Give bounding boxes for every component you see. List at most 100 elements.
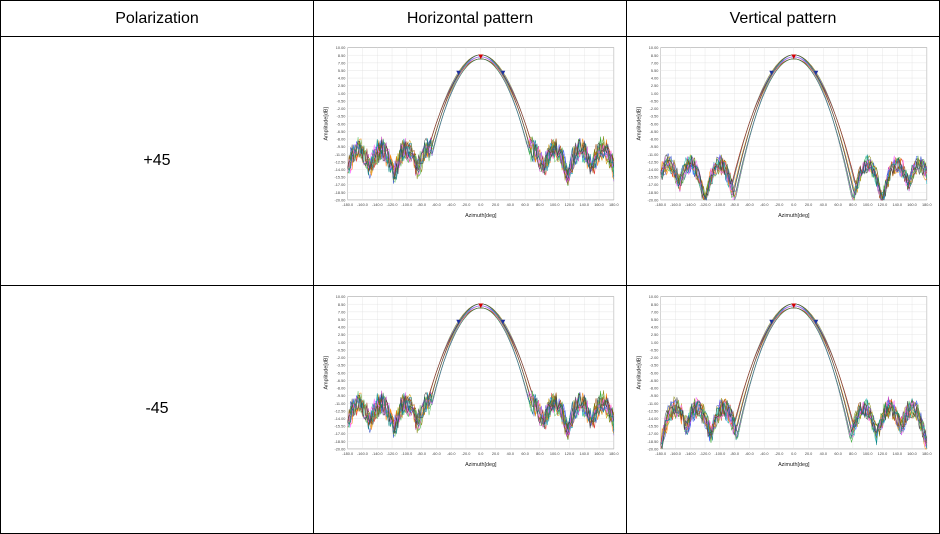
row-plus45: +45 -180.0-160.0-140.0-120.0-100.0-80.0-… — [1, 37, 940, 286]
svg-text:Azimuth[deg]: Azimuth[deg] — [778, 213, 810, 219]
svg-text:-100.0: -100.0 — [401, 203, 412, 207]
svg-text:40.0: 40.0 — [820, 203, 827, 207]
svg-text:0.0: 0.0 — [791, 203, 796, 207]
svg-text:-15.50: -15.50 — [648, 176, 659, 180]
svg-text:-9.50: -9.50 — [337, 145, 346, 149]
svg-text:-12.50: -12.50 — [648, 409, 659, 413]
svg-text:-9.50: -9.50 — [650, 145, 659, 149]
svg-text:10.00: 10.00 — [336, 295, 346, 299]
svg-text:40.0: 40.0 — [820, 452, 827, 456]
svg-text:-100.0: -100.0 — [714, 452, 725, 456]
svg-text:4.00: 4.00 — [338, 77, 345, 81]
svg-text:-120.0: -120.0 — [700, 452, 711, 456]
svg-text:5.50: 5.50 — [338, 318, 345, 322]
svg-text:-20.00: -20.00 — [335, 447, 346, 451]
svg-text:Amplitude[dB]: Amplitude[dB] — [637, 107, 643, 141]
chart-h45n-cell: -180.0-160.0-140.0-120.0-100.0-80.0-60.0… — [314, 285, 627, 534]
svg-text:1.00: 1.00 — [338, 92, 345, 96]
svg-text:-17.00: -17.00 — [335, 183, 346, 187]
svg-text:140.0: 140.0 — [892, 203, 902, 207]
svg-text:-9.50: -9.50 — [650, 394, 659, 398]
svg-text:160.0: 160.0 — [594, 203, 604, 207]
svg-text:-160.0: -160.0 — [357, 452, 368, 456]
svg-text:-40.0: -40.0 — [760, 203, 769, 207]
svg-text:-5.00: -5.00 — [337, 371, 346, 375]
svg-text:4.00: 4.00 — [651, 77, 658, 81]
chart-h45p-cell: -180.0-160.0-140.0-120.0-100.0-80.0-60.0… — [314, 37, 627, 286]
svg-text:20.0: 20.0 — [805, 452, 812, 456]
chart-v45n: -180.0-160.0-140.0-120.0-100.0-80.0-60.0… — [633, 292, 933, 528]
row-label-minus45: -45 — [1, 285, 314, 534]
svg-text:100.0: 100.0 — [863, 203, 873, 207]
svg-text:-17.00: -17.00 — [648, 183, 659, 187]
svg-text:180.0: 180.0 — [609, 452, 619, 456]
svg-text:80.0: 80.0 — [536, 452, 543, 456]
svg-text:-100.0: -100.0 — [714, 203, 725, 207]
svg-text:20.0: 20.0 — [805, 203, 812, 207]
svg-text:Azimuth[deg]: Azimuth[deg] — [465, 461, 497, 467]
svg-text:-12.50: -12.50 — [335, 409, 346, 413]
svg-text:60.0: 60.0 — [521, 203, 528, 207]
svg-text:-11.00: -11.00 — [648, 153, 659, 157]
svg-text:-180.0: -180.0 — [342, 203, 353, 207]
svg-text:10.00: 10.00 — [649, 46, 659, 50]
antenna-pattern-table: Polarization Horizontal pattern Vertical… — [0, 0, 940, 534]
svg-text:10.00: 10.00 — [336, 46, 346, 50]
svg-text:-40.0: -40.0 — [447, 203, 456, 207]
svg-text:-8.00: -8.00 — [337, 386, 346, 390]
svg-text:-20.00: -20.00 — [648, 447, 659, 451]
svg-text:-14.00: -14.00 — [648, 416, 659, 420]
svg-text:8.50: 8.50 — [338, 54, 345, 58]
svg-text:-12.50: -12.50 — [648, 160, 659, 164]
svg-text:60.0: 60.0 — [521, 452, 528, 456]
svg-text:120.0: 120.0 — [878, 203, 888, 207]
svg-text:-160.0: -160.0 — [357, 203, 368, 207]
svg-text:-20.0: -20.0 — [462, 203, 471, 207]
svg-text:Amplitude[dB]: Amplitude[dB] — [324, 107, 330, 141]
svg-text:-160.0: -160.0 — [670, 452, 681, 456]
svg-text:-6.50: -6.50 — [650, 130, 659, 134]
header-row: Polarization Horizontal pattern Vertical… — [1, 1, 940, 37]
svg-text:0.0: 0.0 — [478, 203, 483, 207]
svg-text:0.0: 0.0 — [478, 452, 483, 456]
svg-text:-14.00: -14.00 — [335, 168, 346, 172]
svg-text:-40.0: -40.0 — [760, 452, 769, 456]
svg-text:-0.50: -0.50 — [337, 348, 346, 352]
svg-text:8.50: 8.50 — [651, 302, 658, 306]
svg-text:60.0: 60.0 — [834, 452, 841, 456]
svg-text:-17.00: -17.00 — [648, 432, 659, 436]
svg-text:-6.50: -6.50 — [650, 378, 659, 382]
svg-text:7.00: 7.00 — [338, 310, 345, 314]
svg-text:2.50: 2.50 — [338, 84, 345, 88]
svg-text:120.0: 120.0 — [878, 452, 888, 456]
svg-text:80.0: 80.0 — [849, 203, 856, 207]
svg-text:-60.0: -60.0 — [745, 452, 754, 456]
svg-text:80.0: 80.0 — [536, 203, 543, 207]
svg-text:-2.00: -2.00 — [337, 356, 346, 360]
svg-text:Azimuth[deg]: Azimuth[deg] — [778, 461, 810, 467]
svg-text:-15.50: -15.50 — [648, 424, 659, 428]
svg-text:-120.0: -120.0 — [387, 203, 398, 207]
svg-text:7.00: 7.00 — [651, 310, 658, 314]
svg-text:2.50: 2.50 — [651, 333, 658, 337]
chart-v45p-cell: -180.0-160.0-140.0-120.0-100.0-80.0-60.0… — [627, 37, 940, 286]
svg-text:Amplitude[dB]: Amplitude[dB] — [324, 355, 330, 389]
chart-v45p: -180.0-160.0-140.0-120.0-100.0-80.0-60.0… — [633, 43, 933, 279]
svg-text:2.50: 2.50 — [338, 333, 345, 337]
svg-text:80.0: 80.0 — [849, 452, 856, 456]
svg-text:-100.0: -100.0 — [401, 452, 412, 456]
chart-h45p: -180.0-160.0-140.0-120.0-100.0-80.0-60.0… — [320, 43, 620, 279]
svg-text:180.0: 180.0 — [922, 452, 932, 456]
svg-text:-6.50: -6.50 — [337, 130, 346, 134]
svg-text:-6.50: -6.50 — [337, 378, 346, 382]
svg-text:5.50: 5.50 — [651, 69, 658, 73]
svg-text:0.0: 0.0 — [791, 452, 796, 456]
svg-text:-40.0: -40.0 — [447, 452, 456, 456]
svg-text:-12.50: -12.50 — [335, 160, 346, 164]
svg-text:-0.50: -0.50 — [337, 99, 346, 103]
svg-text:Azimuth[deg]: Azimuth[deg] — [465, 213, 497, 219]
svg-text:-180.0: -180.0 — [342, 452, 353, 456]
svg-text:20.0: 20.0 — [492, 452, 499, 456]
svg-text:-20.0: -20.0 — [462, 452, 471, 456]
svg-text:-14.00: -14.00 — [335, 416, 346, 420]
